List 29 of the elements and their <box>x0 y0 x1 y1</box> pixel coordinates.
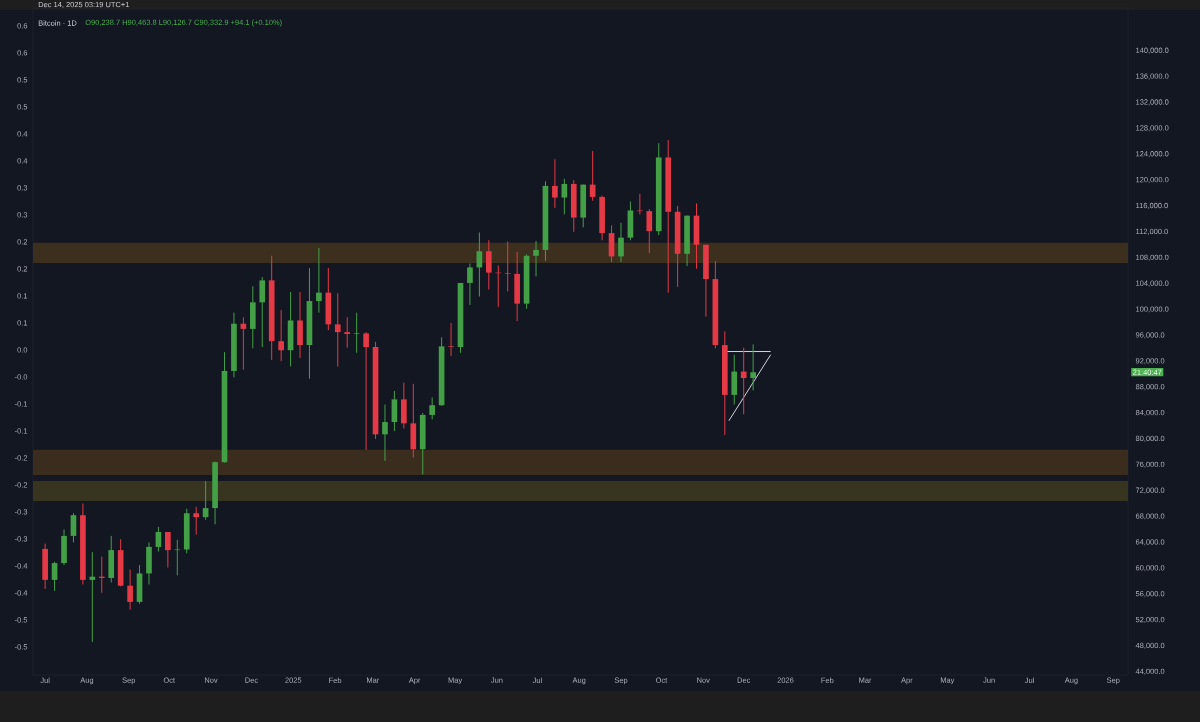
candlestick <box>552 158 558 209</box>
candlestick <box>401 382 407 430</box>
candlestick <box>618 222 624 263</box>
candlestick <box>467 263 473 306</box>
candlestick <box>344 316 351 349</box>
candlestick <box>193 506 200 536</box>
candlestick <box>174 539 181 576</box>
candlestick <box>637 193 643 215</box>
candlestick <box>70 512 77 543</box>
candlestick <box>259 276 266 348</box>
candlestick <box>382 404 388 462</box>
candlestick <box>429 396 436 420</box>
candlestick <box>363 331 369 451</box>
candlestick <box>504 241 511 292</box>
candlestick <box>485 239 492 290</box>
candlestick <box>165 531 171 569</box>
candlestick <box>316 247 322 314</box>
candlestick <box>334 292 341 367</box>
candlestick <box>391 390 398 432</box>
candlestick <box>127 569 133 611</box>
candlestick <box>278 309 284 362</box>
candlestick <box>353 312 360 354</box>
candlestick <box>646 208 653 254</box>
candlestick <box>561 178 568 215</box>
candlestick <box>750 343 756 391</box>
candlestick <box>731 354 738 406</box>
candlestick <box>533 240 539 277</box>
candlestick <box>740 347 747 415</box>
candlestick <box>448 322 454 357</box>
